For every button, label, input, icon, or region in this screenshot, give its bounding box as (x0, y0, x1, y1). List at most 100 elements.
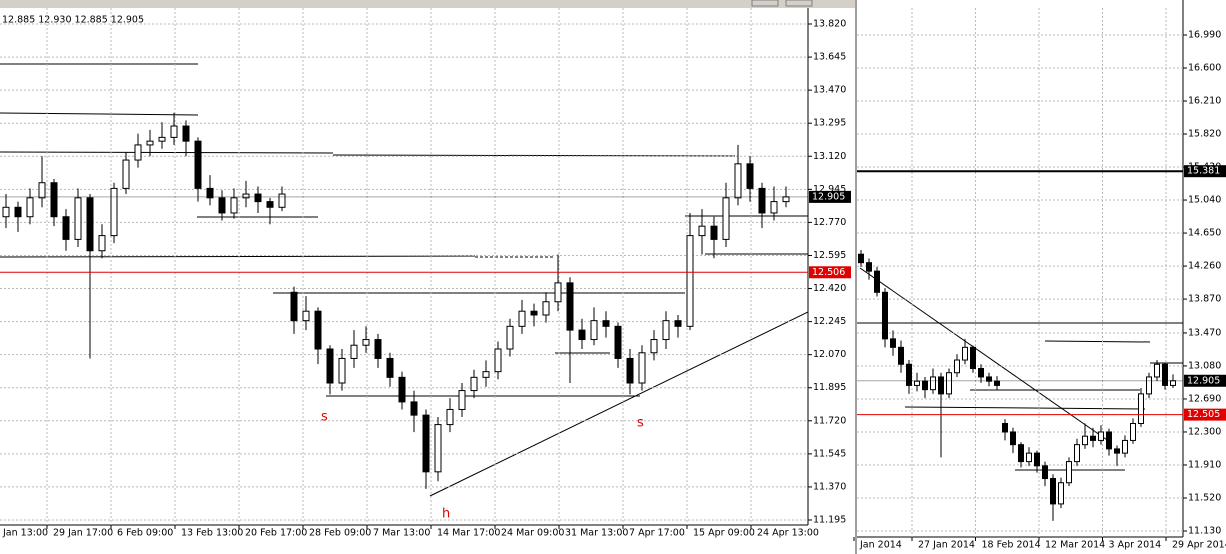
candle-body (1138, 393, 1144, 425)
candle-body (182, 125, 190, 142)
candle-body (1050, 478, 1056, 505)
price-level-tag (809, 190, 851, 203)
candle-body (590, 320, 598, 341)
y-tick-label: 12.595 (813, 250, 846, 261)
candle-body (1002, 423, 1008, 433)
candle-body (74, 197, 82, 240)
candle-body (350, 344, 358, 359)
candle-body (254, 193, 262, 203)
candle-body (158, 136, 166, 142)
candle-body (50, 182, 58, 218)
x-tick-label: 28 Feb 09:00 (309, 528, 371, 539)
drawn-line (0, 112, 199, 116)
price-level-label: 12.905 (812, 191, 845, 202)
candle-body (1162, 363, 1168, 386)
price-level-label: 15.381 (1187, 166, 1220, 177)
price-level-tag (1184, 165, 1226, 178)
candle-body (1018, 444, 1024, 463)
y-tick-label: 13.820 (813, 19, 846, 30)
candle-body (906, 363, 912, 386)
candle-body (946, 372, 952, 395)
x-tick-label: 20 Feb 17:00 (245, 528, 307, 539)
candle-body (422, 414, 430, 473)
candle-body (338, 357, 346, 384)
minimize-button[interactable] (751, 0, 779, 7)
x-tick-label: 3 Apr 2014 (1109, 540, 1162, 551)
candle-body (170, 125, 178, 138)
candle-body (1154, 363, 1160, 378)
candle-body (1034, 452, 1040, 467)
y-tick-label: 11.720 (813, 415, 846, 426)
y-tick-label: 12.245 (813, 316, 846, 327)
y-tick-label: 11.130 (1188, 526, 1221, 537)
y-tick-label: 13.080 (1188, 360, 1221, 371)
candle-body (866, 262, 872, 272)
y-tick-label: 13.870 (1188, 294, 1221, 305)
candle-body (954, 359, 960, 374)
y-tick-label: 11.910 (1188, 459, 1221, 470)
candle-body (290, 291, 298, 322)
candle-body (1066, 461, 1072, 484)
candle-body (530, 310, 538, 316)
candle-body (1146, 376, 1152, 395)
candle-body (770, 201, 778, 214)
y-tick-label: 11.520 (1188, 492, 1221, 503)
y-tick-label: 15.040 (1188, 195, 1221, 206)
candle-body (206, 187, 214, 199)
candle-body (446, 408, 454, 426)
drawn-line (904, 406, 1146, 410)
y-tick-label: 13.470 (1188, 327, 1221, 338)
candle-body (882, 291, 888, 340)
candle-body (710, 225, 718, 240)
y-tick-label: 16.600 (1188, 63, 1221, 74)
y-tick-label: 14.650 (1188, 228, 1221, 239)
x-tick-label: 29 Jan 17:00 (53, 528, 113, 539)
y-tick-label: 11.195 (813, 515, 846, 526)
drawn-line (0, 151, 334, 154)
panel-separator (855, 0, 857, 554)
candle-body (1130, 423, 1136, 441)
candle-body (986, 376, 992, 382)
y-tick-label: 13.295 (813, 118, 846, 129)
ohlc-info: 12.885 12.930 12.885 12.905 (2, 15, 144, 26)
candle-body (302, 310, 310, 322)
annotation: s (321, 410, 328, 425)
candle-body (14, 206, 22, 218)
y-tick-label: 15.820 (1188, 129, 1221, 140)
y-tick-label: 11.545 (813, 448, 846, 459)
candle-body (1170, 380, 1176, 386)
maximize-button[interactable] (785, 0, 813, 7)
candle-body (626, 357, 634, 384)
candle-body (746, 163, 754, 189)
x-tick-label: Jan 2014 (859, 540, 902, 551)
candle-body (494, 348, 502, 373)
price-level-tag (809, 266, 851, 279)
candle-body (326, 348, 334, 384)
candle-body (26, 197, 34, 218)
candle-body (554, 282, 562, 303)
candle-body (722, 197, 730, 240)
candle-body (858, 253, 864, 264)
trend-line (429, 311, 808, 497)
candle-body (1122, 439, 1128, 454)
candle-body (1098, 431, 1104, 441)
candle-body (506, 325, 514, 350)
drawn-line (1044, 340, 1151, 343)
candle-body (62, 216, 70, 240)
candle-body (38, 182, 46, 199)
price-level-label: 12.905 (1187, 375, 1220, 386)
x-tick-label: 15 Apr 09:00 (693, 528, 755, 539)
candle-body (978, 367, 984, 378)
candle-body (398, 376, 406, 403)
candle-body (566, 282, 574, 331)
candle-body (542, 301, 550, 316)
candle-body (614, 325, 622, 359)
candles (857, 170, 1183, 521)
candles (0, 112, 808, 489)
x-tick-label: 24 Apr 13:00 (757, 528, 819, 539)
candle-body (194, 140, 202, 189)
title-bar (0, 0, 855, 8)
x-tick-label: 24 Mar 09:00 (501, 528, 564, 539)
candle-body (1074, 444, 1080, 463)
